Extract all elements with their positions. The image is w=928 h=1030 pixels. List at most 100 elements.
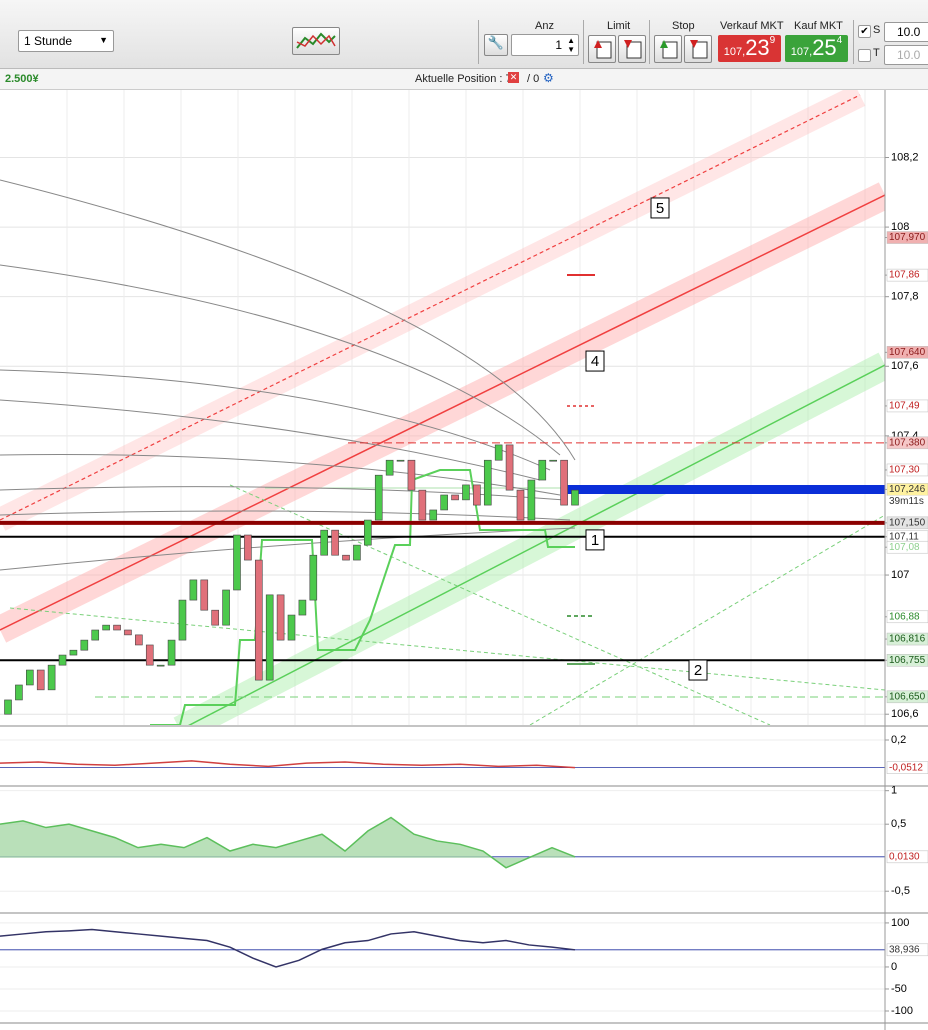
sell-price-main: 23 <box>745 35 770 60</box>
candle <box>265 594 274 681</box>
price-tag-bg <box>886 540 928 554</box>
buy-label: Kauf MKT <box>794 20 843 32</box>
candle <box>124 629 132 636</box>
icon <box>594 40 612 59</box>
y-tick-label: 107 <box>891 569 909 581</box>
stop-buy-button[interactable] <box>654 35 682 63</box>
drawings <box>0 90 885 725</box>
sell-price-prefix: 107, <box>723 46 746 58</box>
quantity-label: Anz <box>535 20 554 32</box>
countdown-bg <box>887 495 928 508</box>
separator <box>649 20 650 64</box>
candle <box>58 654 67 666</box>
candle <box>178 599 187 641</box>
quantity: 1 <box>555 38 562 52</box>
separator <box>478 20 479 64</box>
close-position-button[interactable]: ✕ <box>508 72 519 83</box>
price-tag: 107,150 <box>889 517 926 528</box>
price-tag: 107,970 <box>889 232 926 243</box>
icon <box>624 40 642 59</box>
y-tick-label: 106,6 <box>891 708 919 720</box>
price-tag: 107,11 <box>889 531 919 542</box>
price-tag-bg <box>886 463 928 477</box>
candle <box>80 639 89 651</box>
price-tag-bg <box>886 690 928 704</box>
buy-button[interactable]: 107,254 <box>785 35 848 62</box>
price-tag-bg <box>886 346 928 359</box>
candle <box>331 529 339 556</box>
marker-box <box>585 350 605 372</box>
indicator-area <box>0 817 575 868</box>
marker-box <box>650 197 670 219</box>
candle <box>483 459 492 506</box>
candle <box>473 484 481 506</box>
candle <box>244 534 252 561</box>
candle <box>4 699 12 715</box>
buy-price-prefix: 107, <box>790 46 813 58</box>
price-tag-bg <box>886 399 928 413</box>
marker-label: 5 <box>656 200 664 217</box>
y-tick-label: -100 <box>891 1005 913 1017</box>
y-tick-label: 100 <box>891 917 909 929</box>
candle <box>396 459 405 462</box>
indicator-line <box>0 816 576 869</box>
sell-button[interactable]: 107,239 <box>718 35 781 62</box>
y-tick-label: -0,5 <box>891 885 910 897</box>
price-tag-bg <box>886 268 928 282</box>
candle <box>211 609 219 626</box>
sell-price-sup: 9 <box>769 35 776 46</box>
candle <box>254 559 263 681</box>
stop-sell-button[interactable] <box>684 35 712 63</box>
candle <box>353 544 361 561</box>
sell-label: Verkauf MKT <box>720 20 784 32</box>
indicator-button[interactable] <box>292 27 340 55</box>
candle <box>287 614 296 641</box>
t-checkbox[interactable] <box>858 49 871 62</box>
candle <box>571 489 579 506</box>
candle <box>462 484 470 501</box>
t-label: T <box>873 47 880 59</box>
indicator-line <box>0 928 576 968</box>
y-tick-label: 107,6 <box>891 360 919 372</box>
candle <box>36 669 45 691</box>
candle <box>276 594 285 641</box>
candle <box>385 459 394 476</box>
timeframe: 1 Stunde <box>24 34 73 48</box>
quantity-input[interactable]: 1 ▲ ▼ <box>511 34 579 56</box>
price-tag: 106,755 <box>889 655 926 666</box>
s-input[interactable]: 10.0 <box>884 22 928 42</box>
candle <box>167 639 176 666</box>
limit-buy-button[interactable] <box>588 35 616 63</box>
amount: 2.500¥ <box>5 73 39 85</box>
settings-button[interactable]: 🔧 <box>484 34 508 56</box>
t-value: 10.0 <box>897 48 921 62</box>
y-tick-label: -50 <box>891 983 907 995</box>
price-tag: 38,936 <box>889 944 920 955</box>
candle <box>342 554 350 561</box>
price-tag-bg <box>886 761 928 774</box>
toolbar: 1 Stunde ▼ 🔧 Anz 1 ▲ ▼ Limit Stop Verkauf… <box>0 0 928 69</box>
marker-box <box>688 659 708 681</box>
candle <box>298 599 307 616</box>
price-tag: 106,650 <box>889 691 926 702</box>
candle <box>15 684 23 701</box>
price-tag: 107,246 <box>889 484 926 495</box>
indicator-line <box>0 760 576 769</box>
position-settings[interactable]: ⚙ <box>543 71 554 85</box>
t-input[interactable]: 10.0 <box>884 45 928 65</box>
candle <box>135 634 143 646</box>
price-tag-bg <box>886 654 928 667</box>
timeframe-select[interactable]: 1 Stunde ▼ <box>18 30 114 52</box>
s-checkbox[interactable]: ✔ <box>858 25 871 38</box>
candle <box>189 579 198 601</box>
price-tag-bg <box>886 850 928 864</box>
limit-sell-button[interactable] <box>618 35 646 63</box>
price-tag-bg <box>886 436 928 450</box>
candle <box>451 494 459 501</box>
marker-box <box>585 529 605 551</box>
indicator-icon <box>296 32 336 49</box>
price-tag-bg <box>886 610 928 624</box>
s-label: S <box>873 24 881 36</box>
status-bar: 2.500¥ Aktuelle Position : 7 ✕ / 0 ⚙ <box>0 69 928 90</box>
